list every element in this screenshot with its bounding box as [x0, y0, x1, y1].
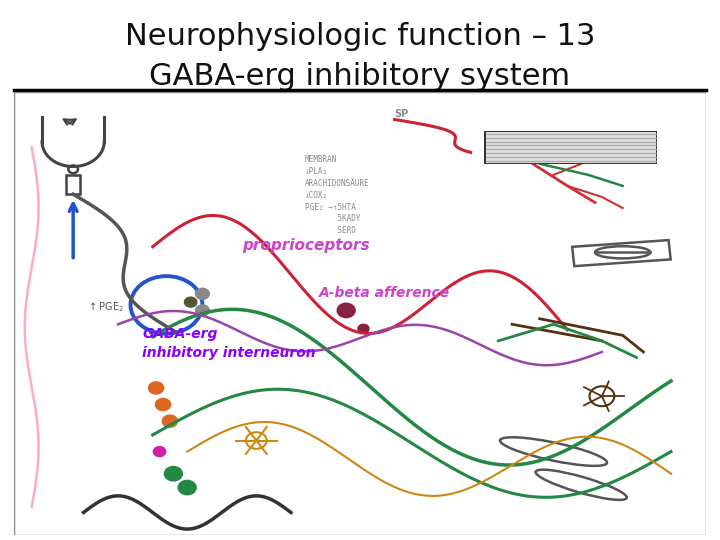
Text: Neurophysiologic function – 13: Neurophysiologic function – 13	[125, 22, 595, 51]
Circle shape	[162, 415, 178, 427]
Text: GABA-erg inhibitory system: GABA-erg inhibitory system	[150, 62, 570, 91]
Circle shape	[148, 382, 163, 394]
Circle shape	[196, 305, 210, 316]
Text: inhibitory interneuron: inhibitory interneuron	[143, 347, 316, 361]
Circle shape	[153, 447, 166, 456]
Text: GABA-erg: GABA-erg	[143, 327, 217, 341]
Text: MEMBRAN
↓PLA₂
ARACHIDONSÄURE
↓COX₂
PGE₂ →↑5HTA
       5KADY
       SERO: MEMBRAN ↓PLA₂ ARACHIDONSÄURE ↓COX₂ PGE₂ …	[305, 156, 369, 235]
Circle shape	[358, 324, 369, 333]
Text: proprioceptors: proprioceptors	[243, 238, 370, 253]
Bar	[572, 240, 670, 266]
Circle shape	[164, 467, 182, 481]
Circle shape	[337, 303, 355, 318]
Circle shape	[179, 481, 196, 495]
Bar	[486, 132, 656, 163]
Text: A-beta afference: A-beta afference	[318, 286, 450, 300]
Text: SP: SP	[395, 109, 409, 119]
Circle shape	[196, 288, 210, 299]
Circle shape	[184, 297, 197, 307]
Bar	[66, 175, 80, 194]
Text: $\uparrow$PGE$_2$: $\uparrow$PGE$_2$	[87, 300, 124, 314]
Bar	[485, 131, 657, 164]
Circle shape	[156, 399, 171, 410]
